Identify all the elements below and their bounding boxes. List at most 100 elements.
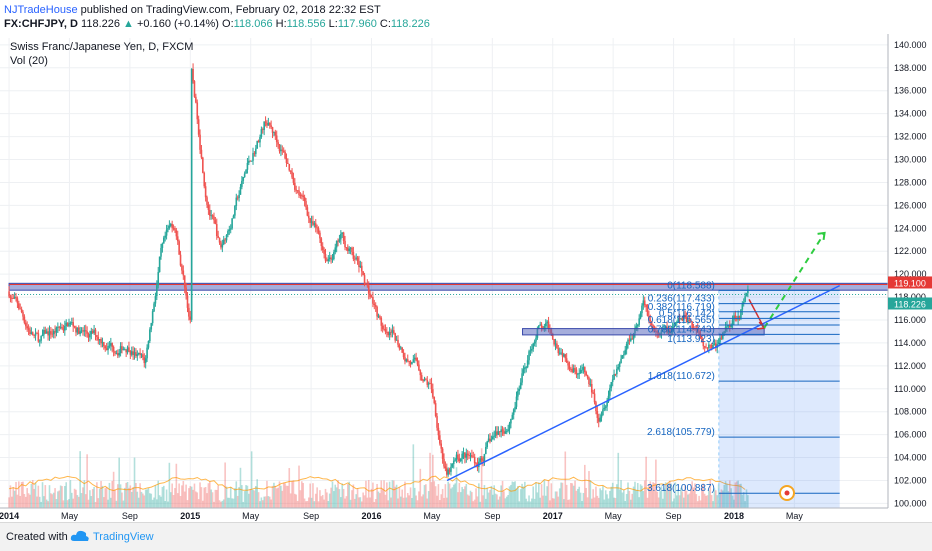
volume-bar bbox=[494, 493, 497, 508]
candle-body bbox=[620, 358, 622, 364]
candle-body bbox=[248, 160, 250, 163]
candle-body bbox=[593, 393, 596, 403]
projection-up-arrow[interactable] bbox=[763, 232, 826, 329]
volume-bar bbox=[369, 497, 371, 508]
time-axis[interactable]: 2014 May Sep 2015 May Sep 2016 May Sep 2017 May Sep… bbox=[0, 507, 888, 521]
candle-body bbox=[625, 344, 628, 350]
fib-level-label: 1.618(110.672) bbox=[648, 371, 715, 382]
candle-body bbox=[26, 326, 28, 329]
candle-body bbox=[715, 343, 717, 348]
volume-bar bbox=[365, 480, 367, 508]
candle-body bbox=[469, 455, 472, 457]
volume-bar bbox=[445, 497, 448, 508]
publish-info: published on TradingView.com, February 0… bbox=[80, 4, 381, 16]
candle-body bbox=[359, 265, 362, 268]
candle-body bbox=[72, 322, 74, 327]
volume-bar bbox=[90, 496, 93, 508]
volume-bar bbox=[642, 491, 645, 508]
volume-bar bbox=[182, 481, 185, 508]
volume-bar bbox=[734, 482, 737, 508]
candle-body bbox=[324, 254, 327, 261]
volume-bar bbox=[174, 488, 176, 508]
candle-body bbox=[347, 247, 349, 252]
volume-bar bbox=[91, 489, 94, 508]
volume-bar bbox=[64, 486, 66, 508]
x-tick-label: 2018 bbox=[724, 511, 744, 521]
volume-bar bbox=[588, 471, 590, 508]
candle-body bbox=[485, 447, 487, 454]
volume-bar bbox=[37, 485, 40, 508]
candle-body bbox=[213, 216, 215, 221]
x-tick-label: 2015 bbox=[180, 511, 200, 521]
volume-bar bbox=[83, 480, 86, 508]
projection-down-arrow[interactable] bbox=[748, 299, 765, 329]
volume-bar bbox=[607, 498, 610, 508]
candle-body bbox=[142, 354, 144, 358]
volume-bar bbox=[136, 491, 139, 508]
candle-body bbox=[110, 343, 112, 346]
volume-bar bbox=[270, 499, 272, 508]
volume-bar bbox=[674, 482, 677, 508]
candle-body bbox=[353, 258, 356, 260]
tradingview-brand-link[interactable]: TradingView bbox=[93, 531, 154, 543]
volume-bar bbox=[427, 491, 430, 508]
volume-bar bbox=[593, 497, 596, 508]
candle-body bbox=[401, 347, 403, 353]
candle-body bbox=[398, 344, 401, 349]
candle-body bbox=[101, 342, 104, 344]
support-zone[interactable] bbox=[522, 328, 765, 336]
volume-bar bbox=[684, 485, 686, 508]
candle-body bbox=[379, 316, 381, 318]
alert-icon[interactable] bbox=[779, 485, 795, 501]
candle-body bbox=[267, 122, 270, 126]
volume-bar bbox=[582, 492, 585, 508]
volume-bars bbox=[8, 444, 749, 508]
low-label: L: bbox=[328, 18, 338, 30]
price-axis[interactable]: 140.000 138.000 136.000 134.000 132.000 130.0… bbox=[887, 34, 932, 508]
candle-body bbox=[472, 456, 475, 458]
volume-bar bbox=[301, 481, 303, 508]
price-chart[interactable]: 0(118.588)0.236(117.433)0.382(116.719)0.… bbox=[0, 34, 932, 522]
candle-body bbox=[157, 272, 160, 286]
volume-bar bbox=[512, 482, 515, 508]
candle-body bbox=[334, 247, 337, 253]
volume-bar bbox=[334, 484, 337, 508]
last-price-tag-label: 118.226 bbox=[894, 299, 926, 309]
volume-bar bbox=[44, 485, 47, 508]
candle-body bbox=[393, 330, 395, 334]
volume-bar bbox=[390, 497, 392, 508]
candle-body bbox=[210, 215, 212, 217]
volume-bar bbox=[387, 500, 390, 508]
volume-bar bbox=[112, 471, 115, 508]
fib-level-label: 0.5(116.142) bbox=[659, 308, 715, 319]
volume-bar bbox=[160, 496, 162, 508]
volume-bar bbox=[373, 501, 376, 508]
volume-bar bbox=[348, 481, 351, 508]
volume-bar bbox=[101, 485, 104, 508]
candle-body bbox=[437, 427, 440, 436]
author-link[interactable]: NJTradeHouse bbox=[4, 4, 78, 16]
volume-bar bbox=[475, 488, 477, 508]
candle-body bbox=[479, 458, 482, 462]
volume-bar bbox=[511, 481, 514, 508]
candle-body bbox=[133, 352, 136, 355]
tradingview-cloud-icon[interactable] bbox=[70, 529, 90, 543]
volume-bar bbox=[447, 481, 449, 508]
volume-bar bbox=[324, 488, 327, 508]
candle-body bbox=[333, 252, 335, 260]
y-tick-label: 122.000 bbox=[894, 246, 927, 256]
candle-body bbox=[583, 367, 586, 373]
volume-bar bbox=[241, 485, 243, 508]
candle-body bbox=[493, 435, 495, 437]
volume-bar bbox=[65, 482, 68, 508]
volume-bar bbox=[291, 481, 293, 508]
candle-body bbox=[524, 367, 526, 370]
volume-bar bbox=[55, 499, 58, 508]
fibonacci-levels[interactable]: 0(118.588)0.236(117.433)0.382(116.719)0.… bbox=[647, 280, 840, 494]
candle-body bbox=[130, 351, 133, 355]
volume-bar bbox=[409, 487, 412, 508]
volume-bar bbox=[462, 489, 465, 508]
footer: Created with TradingView bbox=[0, 522, 932, 551]
volume-bar bbox=[309, 483, 311, 508]
resistance-price-tag-label: 119.100 bbox=[894, 278, 926, 288]
